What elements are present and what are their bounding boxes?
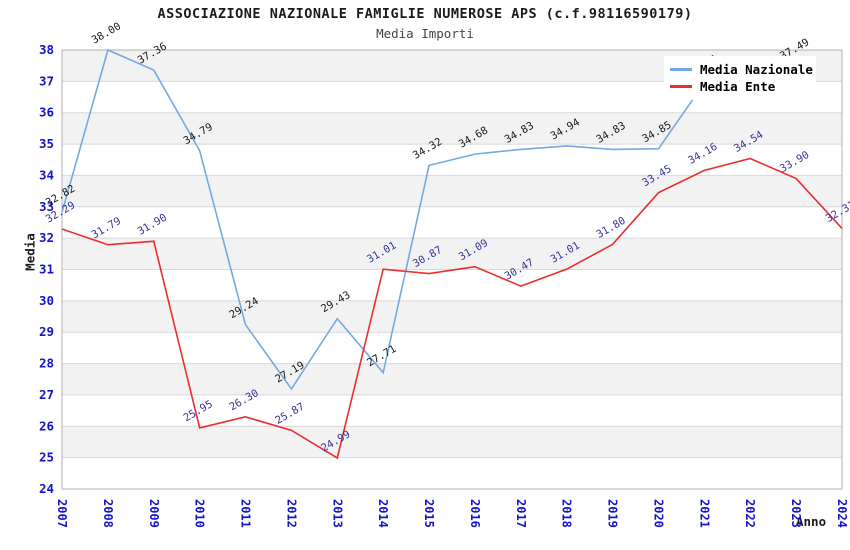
x-tick-label: 2021 bbox=[697, 499, 711, 528]
x-tick-label: 2015 bbox=[422, 499, 436, 528]
legend-item-media-nazionale: Media Nazionale bbox=[670, 61, 813, 78]
data-label: 38.00 bbox=[90, 20, 123, 46]
y-tick-label: 27 bbox=[39, 387, 54, 402]
x-tick-label: 2016 bbox=[468, 499, 482, 528]
x-tick-label: 2013 bbox=[330, 499, 344, 528]
y-tick-label: 33 bbox=[39, 199, 54, 214]
legend: Media Nazionale Media Ente bbox=[664, 56, 816, 100]
y-tick-label: 32 bbox=[39, 230, 54, 245]
plot-band bbox=[62, 238, 842, 270]
x-tick-label: 2011 bbox=[239, 499, 253, 528]
plot-band bbox=[62, 112, 842, 145]
data-label: 31.90 bbox=[136, 212, 169, 238]
y-tick-label: 29 bbox=[39, 324, 54, 339]
legend-line-sample-ente bbox=[670, 85, 692, 88]
y-tick-label: 28 bbox=[39, 356, 54, 371]
x-tick-label: 2024 bbox=[835, 499, 849, 528]
x-tick-label: 2008 bbox=[101, 499, 115, 528]
plot-frame bbox=[61, 49, 843, 490]
x-tick-label: 2023 bbox=[789, 499, 803, 528]
chart-title: ASSOCIAZIONE NAZIONALE FAMIGLIE NUMEROSE… bbox=[157, 6, 693, 22]
plot-band bbox=[62, 426, 842, 458]
data-label: 33.90 bbox=[778, 149, 811, 175]
legend-label: Media Nazionale bbox=[700, 62, 813, 77]
y-tick-label: 36 bbox=[39, 105, 54, 120]
legend-label: Media Ente bbox=[700, 79, 776, 94]
series-line-media-nazionale bbox=[61, 48, 797, 391]
legend-line-sample-nazionale bbox=[670, 68, 692, 71]
x-tick-label: 2014 bbox=[376, 499, 390, 528]
x-tick-label: 2018 bbox=[560, 499, 574, 528]
data-label: 34.16 bbox=[686, 141, 719, 167]
x-tick-label: 2020 bbox=[651, 499, 665, 528]
y-tick-label: 24 bbox=[39, 481, 54, 496]
x-tick-label: 2009 bbox=[147, 499, 161, 528]
x-axis-title: Anno bbox=[796, 514, 827, 529]
y-tick-label: 31 bbox=[39, 262, 54, 277]
data-label: 25.87 bbox=[273, 401, 306, 427]
chart-subtitle: Media Importi bbox=[376, 26, 474, 41]
y-tick-label: 37 bbox=[39, 73, 54, 88]
plot-band bbox=[62, 175, 842, 207]
x-tick-label: 2012 bbox=[284, 499, 298, 528]
y-tick-label: 38 bbox=[39, 42, 54, 57]
series-line-media-ente bbox=[61, 157, 843, 460]
x-tick-label: 2007 bbox=[55, 499, 69, 528]
x-tick-label: 2022 bbox=[743, 499, 757, 528]
y-tick-label: 26 bbox=[39, 418, 54, 433]
plot-band bbox=[62, 363, 842, 395]
y-tick-label: 35 bbox=[39, 136, 54, 151]
legend-item-media-ente: Media Ente bbox=[670, 78, 810, 95]
x-tick-label: 2010 bbox=[193, 499, 207, 528]
data-label: 31.79 bbox=[90, 215, 123, 241]
y-tick-label: 30 bbox=[39, 293, 54, 308]
x-tick-label: 2019 bbox=[606, 499, 620, 528]
plot-band bbox=[62, 300, 842, 333]
y-tick-label: 25 bbox=[39, 450, 54, 465]
y-tick-label: 34 bbox=[39, 167, 54, 182]
x-tick-label: 2017 bbox=[514, 499, 528, 528]
data-label: 31.80 bbox=[594, 215, 627, 241]
